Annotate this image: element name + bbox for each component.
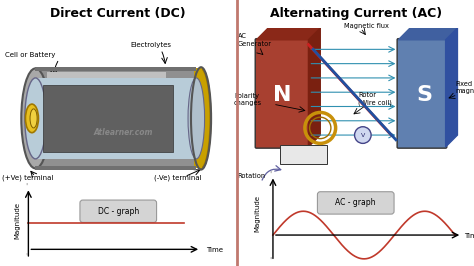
Text: V: V: [361, 132, 365, 138]
Text: Magnitude: Magnitude: [255, 195, 261, 232]
FancyBboxPatch shape: [280, 145, 328, 164]
Text: ': ': [25, 253, 27, 262]
Text: Polarity
changes: Polarity changes: [234, 93, 262, 106]
Text: ': ': [269, 257, 272, 266]
Ellipse shape: [191, 68, 210, 168]
Text: Time: Time: [465, 233, 474, 239]
FancyBboxPatch shape: [43, 85, 173, 152]
Text: Atlearner.com: Atlearner.com: [93, 128, 153, 137]
Text: ': ': [25, 183, 27, 192]
Text: AC
Generator: AC Generator: [237, 33, 272, 47]
Ellipse shape: [188, 78, 205, 159]
Text: Electrolytes: Electrolytes: [130, 41, 171, 48]
Polygon shape: [256, 28, 320, 40]
FancyBboxPatch shape: [80, 200, 156, 222]
Text: Alternating Current (AC): Alternating Current (AC): [270, 7, 442, 20]
Ellipse shape: [30, 109, 37, 128]
Polygon shape: [309, 28, 320, 147]
Text: DC - graph: DC - graph: [98, 207, 139, 216]
Text: Magnetic flux: Magnetic flux: [344, 23, 389, 28]
Text: Rotor
(Wire coil): Rotor (Wire coil): [358, 92, 392, 106]
Text: S: S: [416, 85, 432, 105]
Polygon shape: [446, 28, 457, 147]
Text: Rotation: Rotation: [237, 173, 265, 178]
Ellipse shape: [21, 68, 50, 168]
FancyBboxPatch shape: [36, 166, 196, 170]
FancyBboxPatch shape: [318, 192, 394, 214]
Text: ': ': [269, 171, 272, 180]
Text: N: N: [273, 85, 292, 105]
Polygon shape: [398, 28, 457, 40]
FancyBboxPatch shape: [194, 68, 202, 168]
Text: (-Ve) terminal: (-Ve) terminal: [154, 175, 201, 181]
Text: Direct Current (DC): Direct Current (DC): [50, 7, 186, 20]
FancyBboxPatch shape: [36, 67, 196, 71]
FancyBboxPatch shape: [36, 78, 196, 159]
Text: Fixed
magnet: Fixed magnet: [455, 81, 474, 94]
Text: Time: Time: [206, 247, 223, 253]
FancyBboxPatch shape: [36, 68, 201, 168]
FancyBboxPatch shape: [47, 72, 165, 78]
Ellipse shape: [25, 78, 46, 159]
Text: (+Ve) terminal: (+Ve) terminal: [2, 175, 54, 181]
Circle shape: [355, 127, 371, 143]
FancyBboxPatch shape: [397, 39, 447, 148]
Ellipse shape: [26, 104, 38, 133]
Text: Cell or Battery: Cell or Battery: [5, 52, 55, 58]
FancyBboxPatch shape: [255, 39, 310, 148]
Text: Magnitude: Magnitude: [15, 202, 21, 239]
Text: AC - graph: AC - graph: [336, 198, 376, 207]
